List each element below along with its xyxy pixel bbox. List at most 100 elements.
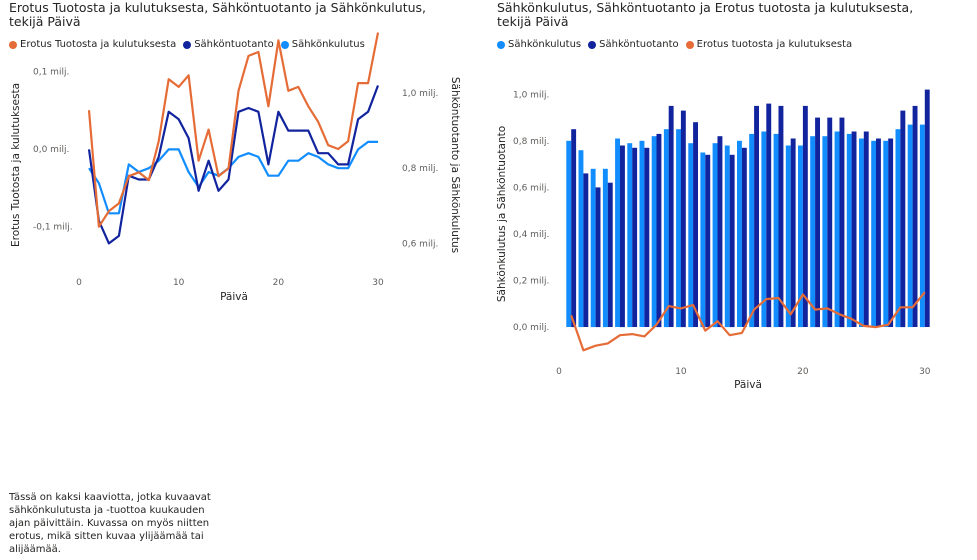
bar-tuotanto xyxy=(741,147,747,327)
bar-tuotanto xyxy=(766,103,772,328)
x-tick-label: 20 xyxy=(797,367,809,377)
legend-label: Sähkönkulutus xyxy=(508,39,582,50)
chart2-legend-item-erotus[interactable]: Erotus tuotosta ja kulutuksesta xyxy=(685,39,853,50)
y-tick-label: 0,8 milj. xyxy=(513,137,549,147)
bar-tuotanto xyxy=(632,147,638,327)
bar-kulutus xyxy=(859,138,864,327)
chart1-legend-item-erotus[interactable]: Erotus Tuotosta ja kulutuksesta xyxy=(9,39,176,50)
y-left-tick-label: 0,0 milj. xyxy=(33,145,69,155)
bar-kulutus xyxy=(761,131,767,327)
legend-dot-icon xyxy=(183,40,192,49)
y-right-axis-label: Sähköntuotanto ja Sähkönkulutus xyxy=(449,77,461,253)
bar-tuotanto xyxy=(668,105,674,328)
chart2-legend: Sähkönkulutus Sähköntuotanto Erotus tuot… xyxy=(497,39,859,50)
bar-tuotanto xyxy=(644,147,650,327)
bar-kulutus xyxy=(834,131,840,327)
y-left-tick-label: 0,1 milj. xyxy=(33,67,69,77)
x-tick-label: 30 xyxy=(372,278,384,288)
bar-tuotanto xyxy=(790,138,796,327)
x-tick-label: 30 xyxy=(919,367,931,377)
bar-kulutus xyxy=(724,145,730,328)
bar-tuotanto xyxy=(620,145,625,328)
bar-tuotanto xyxy=(754,105,759,328)
legend-label: Erotus tuotosta ja kulutuksesta xyxy=(696,39,853,50)
bar-kulutus xyxy=(919,124,925,328)
y-left-tick-label: -0,1 milj. xyxy=(33,223,73,233)
legend-dot-icon xyxy=(685,40,694,49)
legend-dot-icon xyxy=(497,40,505,49)
bar-kulutus xyxy=(602,168,608,328)
bar-kulutus xyxy=(871,140,877,327)
legend-dot-icon xyxy=(588,40,597,49)
bar-kulutus xyxy=(663,129,669,328)
bar-tuotanto xyxy=(693,122,698,327)
bar-kulutus xyxy=(590,168,596,328)
bar-kulutus xyxy=(846,133,852,328)
y-left-axis-label: Erotus Tuotosta ja kulutuksesta xyxy=(10,83,22,247)
bar-kulutus xyxy=(712,143,718,328)
bar-tuotanto xyxy=(863,131,869,327)
bar-kulutus xyxy=(907,124,913,328)
y-axis-label: Sähkönkulutus ja Sähköntuotanto xyxy=(496,126,508,302)
y-tick-label: 0,2 milj. xyxy=(513,277,549,287)
bar-tuotanto xyxy=(802,105,808,328)
legend-label: Sähköntuotanto xyxy=(194,39,274,50)
series-line-erotus xyxy=(570,291,926,352)
y-tick-label: 1,0 milj. xyxy=(513,90,549,100)
bar-kulutus xyxy=(883,140,889,327)
bar-kulutus xyxy=(785,145,791,328)
bar-tuotanto xyxy=(851,131,857,327)
bar-tuotanto xyxy=(571,129,577,328)
y-tick-label: 0,0 milj. xyxy=(513,323,549,333)
bar-kulutus xyxy=(639,140,645,327)
bar-kulutus xyxy=(810,136,816,328)
chart1-title: Erotus Tuotosta ja kulutuksesta, Sähkönt… xyxy=(9,0,427,29)
series-line-erotus xyxy=(87,32,380,228)
chart1-legend: Erotus Tuotosta ja kulutuksesta Sähköntu… xyxy=(9,39,372,50)
bar-kulutus xyxy=(566,140,572,327)
x-tick-label: 10 xyxy=(675,367,687,377)
bar-tuotanto xyxy=(815,117,820,328)
bar-tuotanto xyxy=(778,105,784,328)
y-right-tick-label: 1,0 milj. xyxy=(402,89,438,99)
chart2-legend-item-kulutus[interactable]: Sähkönkulutus xyxy=(497,39,581,50)
bar-tuotanto xyxy=(705,154,711,328)
x-axis-label: Päivä xyxy=(734,379,762,391)
chart1-legend-item-tuotanto[interactable]: Sähköntuotanto xyxy=(183,39,274,50)
bar-kulutus xyxy=(615,138,620,327)
bar-tuotanto xyxy=(900,110,906,328)
bar-tuotanto xyxy=(729,154,735,328)
bar-tuotanto xyxy=(912,105,918,328)
bar-tuotanto xyxy=(839,117,845,328)
legend-label: Sähkönkulutus xyxy=(291,39,365,50)
bar-kulutus xyxy=(627,143,633,328)
bar-tuotanto xyxy=(876,138,881,327)
series-line-kulutus xyxy=(88,140,378,215)
x-tick-label: 20 xyxy=(273,278,285,288)
x-axis-label: Päivä xyxy=(220,291,248,303)
bar-tuotanto xyxy=(924,89,930,327)
legend-label: Erotus Tuotosta ja kulutuksesta xyxy=(20,39,177,50)
bar-kulutus xyxy=(737,140,742,327)
y-right-tick-label: 0,8 milj. xyxy=(402,164,438,174)
chart2-legend-item-tuotanto[interactable]: Sähköntuotanto xyxy=(588,39,679,50)
bar-kulutus xyxy=(798,145,803,328)
bar-kulutus xyxy=(578,150,584,328)
legend-dot-icon xyxy=(280,40,289,49)
x-tick-label: 10 xyxy=(173,278,185,288)
bar-kulutus xyxy=(688,143,694,328)
bar-kulutus xyxy=(651,136,657,328)
description-text: Tässä on kaksi kaaviotta, jotka kuvaavat… xyxy=(9,492,211,555)
y-tick-label: 0,4 milj. xyxy=(513,230,549,240)
bar-tuotanto xyxy=(595,187,601,328)
y-right-tick-label: 0,6 milj. xyxy=(402,239,438,249)
y-tick-label: 0,6 milj. xyxy=(513,183,549,193)
bar-kulutus xyxy=(895,129,901,328)
chart1-legend-item-kulutus[interactable]: Sähkönkulutus xyxy=(280,39,365,50)
bar-kulutus xyxy=(700,152,706,328)
bar-tuotanto xyxy=(827,117,833,328)
bar-kulutus xyxy=(749,133,755,328)
bar-tuotanto xyxy=(717,136,723,328)
bar-tuotanto xyxy=(607,182,613,327)
